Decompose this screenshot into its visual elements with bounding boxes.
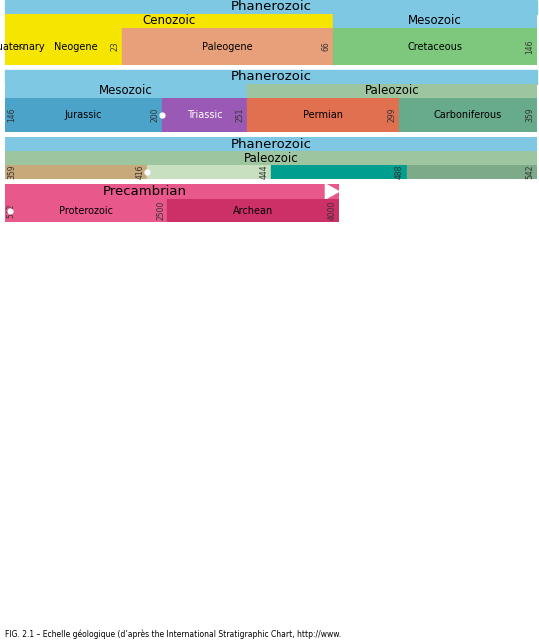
- Text: Phanerozoic: Phanerozoic: [231, 138, 312, 151]
- Bar: [333, 28, 537, 65]
- Text: 359: 359: [8, 165, 17, 179]
- Bar: [5, 98, 162, 132]
- Text: FIG. 2.1 – Echelle géologique (d’après the International Stratigraphic Chart, ht: FIG. 2.1 – Echelle géologique (d’après t…: [5, 629, 342, 638]
- Bar: [122, 28, 333, 65]
- Bar: [167, 199, 338, 222]
- Bar: [5, 165, 147, 179]
- Text: 251: 251: [236, 108, 244, 122]
- Bar: [162, 98, 247, 132]
- Text: 416: 416: [135, 165, 144, 179]
- Bar: [5, 199, 167, 222]
- Text: Precambrian: Precambrian: [103, 185, 187, 198]
- Text: Quaternary: Quaternary: [0, 42, 45, 51]
- Text: 488: 488: [395, 165, 404, 179]
- Text: 2: 2: [17, 44, 26, 49]
- Text: Phanerozoic: Phanerozoic: [231, 1, 312, 13]
- Text: Carboniferous: Carboniferous: [434, 110, 502, 120]
- Text: Cenozoic: Cenozoic: [142, 15, 196, 28]
- Bar: [5, 14, 333, 28]
- Text: Mesozoic: Mesozoic: [99, 85, 153, 97]
- Bar: [147, 165, 271, 179]
- Text: Neogene: Neogene: [54, 42, 98, 51]
- Text: 359: 359: [526, 108, 534, 122]
- Text: Jurassic: Jurassic: [65, 110, 102, 120]
- Bar: [399, 98, 537, 132]
- Text: Triassic: Triassic: [186, 110, 222, 120]
- Polygon shape: [326, 184, 338, 199]
- Bar: [247, 84, 537, 98]
- Text: 66: 66: [322, 42, 330, 51]
- Bar: [29, 28, 122, 65]
- Text: Mesozoic: Mesozoic: [408, 15, 462, 28]
- Text: Paleozoic: Paleozoic: [244, 151, 298, 165]
- Text: Archean: Archean: [233, 206, 273, 215]
- Text: 444: 444: [259, 165, 268, 179]
- Text: Cretaceous: Cretaceous: [407, 42, 462, 51]
- Text: 146: 146: [8, 108, 17, 122]
- Text: 2500: 2500: [156, 201, 165, 221]
- Text: 23: 23: [110, 42, 119, 51]
- Text: Paleozoic: Paleozoic: [365, 85, 419, 97]
- Text: Proterozoic: Proterozoic: [59, 206, 113, 215]
- Text: 299: 299: [387, 108, 396, 122]
- Text: 146: 146: [526, 39, 534, 54]
- Bar: [271, 165, 406, 179]
- Text: 542: 542: [6, 203, 16, 218]
- Text: 200: 200: [150, 108, 160, 122]
- Bar: [5, 84, 247, 98]
- Text: 4000: 4000: [328, 201, 337, 221]
- Text: Permian: Permian: [303, 110, 343, 120]
- Bar: [5, 28, 29, 65]
- Bar: [333, 14, 537, 28]
- Bar: [247, 98, 399, 132]
- Text: Phanerozoic: Phanerozoic: [231, 71, 312, 83]
- Text: Paleogene: Paleogene: [202, 42, 253, 51]
- Bar: [406, 165, 537, 179]
- Text: 542: 542: [526, 165, 534, 179]
